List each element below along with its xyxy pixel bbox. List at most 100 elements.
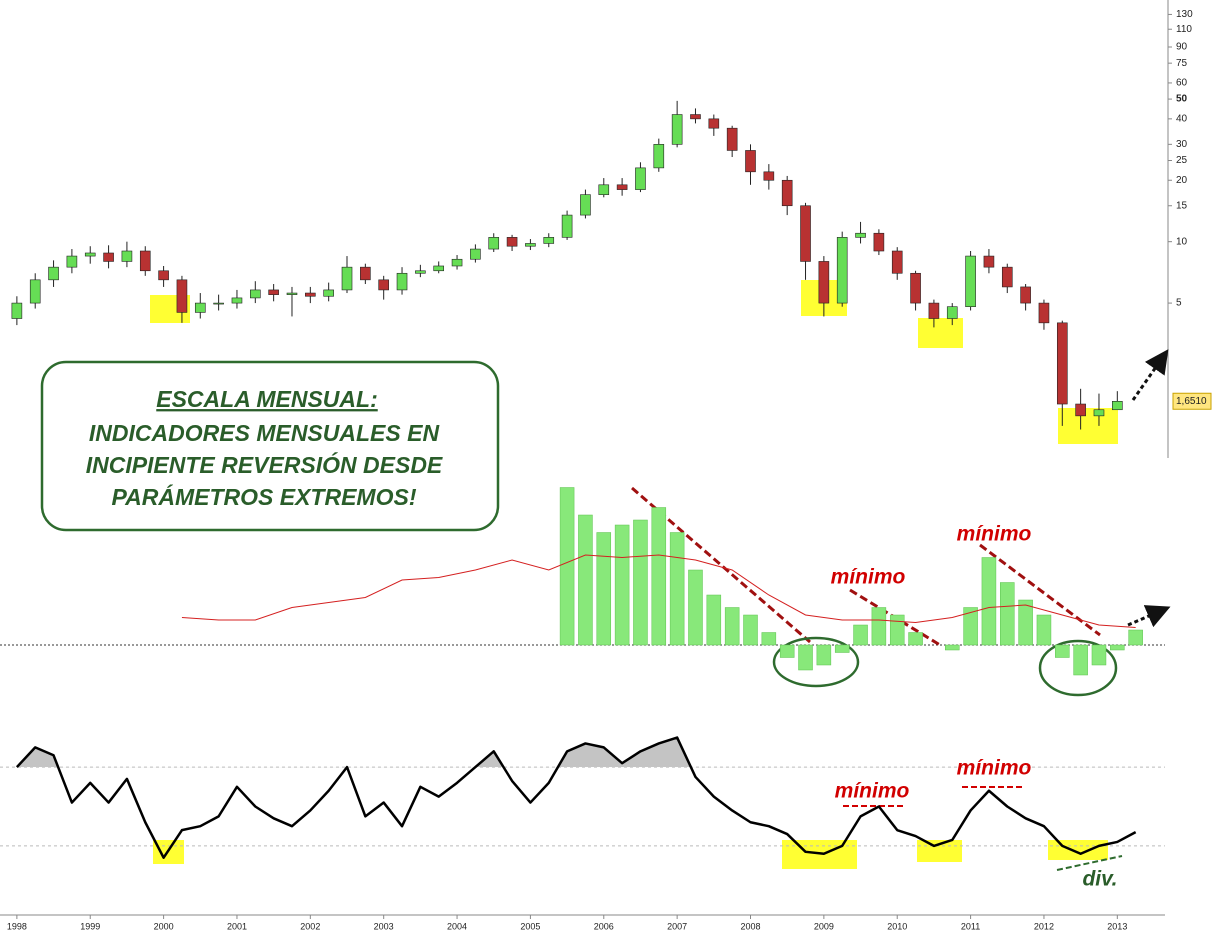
candle-body: [946, 306, 958, 319]
y-tick-label: 30: [1176, 139, 1188, 150]
histogram-bar: [1055, 644, 1070, 658]
candle-body: [121, 250, 133, 262]
y-tick-label: 50: [1176, 94, 1188, 105]
annotation-label: div.: [1082, 868, 1117, 891]
histogram-bar: [944, 644, 960, 651]
candle-body: [543, 237, 555, 244]
histogram-bar: [596, 532, 612, 646]
x-tick-label: 2007: [667, 921, 687, 931]
note-line: INDICADORES MENSUALES EN: [89, 420, 440, 446]
histogram-bar: [1073, 644, 1088, 676]
candle-body: [671, 114, 683, 145]
x-tick-label: 2006: [594, 921, 614, 931]
candle-body: [635, 167, 646, 190]
x-tick-label: 2012: [1034, 921, 1054, 931]
candle-body: [194, 302, 206, 313]
annotation-label: mínimo: [831, 566, 906, 589]
histogram-bar: [761, 632, 777, 646]
y-tick-label: 75: [1176, 58, 1188, 69]
candle-body: [1112, 401, 1123, 411]
candle-body: [415, 270, 426, 274]
candle-body: [525, 243, 536, 247]
histogram-bar: [1000, 582, 1015, 646]
histogram-bar: [1018, 599, 1033, 646]
histogram-bar: [1091, 644, 1107, 666]
candle-body: [139, 250, 151, 272]
candle-body: [818, 261, 830, 304]
histogram-bar: [816, 644, 832, 666]
candle-body: [965, 255, 976, 307]
candle-body: [561, 214, 573, 238]
candle-body: [910, 272, 921, 304]
candle-body: [580, 194, 591, 216]
candle-body: [396, 272, 408, 291]
candle-body: [66, 255, 78, 268]
x-tick-label: 2002: [300, 921, 320, 931]
histogram-bar: [743, 614, 758, 646]
candle-body: [103, 252, 114, 262]
candle-body: [1075, 403, 1086, 417]
candle-body: [213, 302, 224, 305]
histogram-bar: [981, 557, 997, 646]
candle-body: [1038, 302, 1050, 324]
x-tick-label: 2005: [520, 921, 540, 931]
candle-body: [598, 184, 610, 195]
histogram-bar: [688, 569, 703, 646]
candle-body: [653, 144, 665, 169]
overbought-fill: [16, 737, 1136, 768]
candle-body: [1020, 286, 1031, 304]
y-tick-label: 110: [1176, 24, 1192, 35]
candle-body: [176, 279, 188, 313]
candle-body: [1093, 409, 1105, 417]
candle-body: [29, 279, 41, 304]
candle-body: [305, 292, 316, 297]
y-tick-label: 5: [1176, 298, 1182, 309]
candle-body: [231, 297, 243, 304]
candle-body: [1001, 266, 1013, 288]
candle-body: [488, 237, 500, 250]
candle-body: [745, 150, 756, 173]
y-tick-label: 40: [1176, 113, 1188, 124]
y-tick-label: 15: [1176, 200, 1188, 211]
histogram-bar: [1036, 614, 1052, 646]
candle-body: [983, 255, 995, 268]
x-tick-label: 2004: [447, 921, 467, 931]
y-tick-label: 90: [1176, 42, 1188, 53]
histogram-bar: [908, 632, 923, 646]
histogram-bar: [871, 607, 887, 646]
candle-body: [726, 127, 738, 151]
x-tick-label: 2003: [374, 921, 394, 931]
candle-body: [470, 248, 481, 260]
note-line: PARÁMETROS EXTREMOS!: [112, 483, 417, 510]
oscillator-line: [15, 736, 1137, 859]
histogram-bar: [798, 644, 813, 671]
histogram-bar: [853, 624, 868, 646]
candle-body: [84, 252, 96, 257]
y-tick-label: 130: [1176, 9, 1193, 20]
histogram-bar: [889, 614, 905, 646]
candle-body: [323, 289, 334, 297]
x-tick-label: 2010: [887, 921, 907, 931]
candle-body: [616, 184, 628, 190]
candle-body: [763, 171, 775, 181]
note-line: ESCALA MENSUAL:: [156, 386, 377, 412]
candle-body: [286, 292, 298, 295]
candle-body: [341, 266, 353, 291]
histogram-bar: [669, 532, 685, 646]
x-tick-label: 2009: [814, 921, 834, 931]
candle-body: [451, 258, 463, 267]
x-tick-label: 2013: [1107, 921, 1127, 931]
last-price-box: [1172, 392, 1212, 410]
candle-body: [11, 302, 23, 319]
y-tick-label: 60: [1176, 78, 1188, 89]
x-tick-label: 2001: [227, 921, 247, 931]
candle-body: [708, 118, 720, 129]
histogram-bar: [633, 519, 648, 646]
y-tick-label: 25: [1176, 155, 1188, 166]
candle-body: [836, 237, 848, 304]
x-tick-label: 2008: [740, 921, 760, 931]
candle-body: [48, 266, 59, 281]
candle-body: [268, 289, 279, 295]
histogram-bar: [779, 644, 795, 658]
